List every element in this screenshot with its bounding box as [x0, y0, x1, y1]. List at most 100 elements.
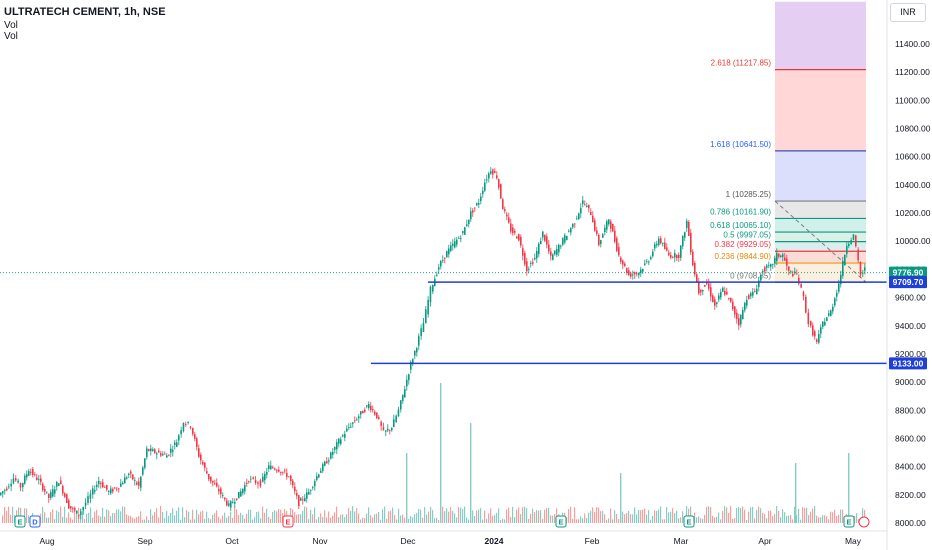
candle	[276, 470, 278, 472]
candle	[652, 251, 654, 257]
volume-bar	[660, 506, 662, 523]
volume-bar	[252, 519, 254, 523]
candle	[846, 245, 848, 255]
candle	[800, 283, 802, 288]
candle	[393, 419, 395, 428]
volume-bar	[466, 517, 468, 523]
candle	[514, 230, 516, 233]
candle	[859, 262, 862, 275]
volume-bar	[24, 508, 26, 523]
volume-bar	[804, 507, 806, 523]
candle	[566, 235, 568, 241]
volume-bar	[54, 519, 56, 523]
volume-bar	[604, 514, 606, 523]
volume-indicator-label-2[interactable]: Vol	[4, 31, 18, 42]
candle	[328, 460, 330, 462]
candle	[642, 269, 644, 272]
candle	[596, 230, 598, 234]
volume-bar	[795, 463, 797, 523]
volume-bar	[672, 507, 674, 523]
currency-selector[interactable]: INR	[890, 3, 926, 22]
volume-bar	[334, 512, 336, 523]
volume-bar	[216, 510, 218, 523]
volume-bar	[320, 513, 322, 523]
volume-bar	[702, 518, 704, 523]
volume-bar	[548, 507, 550, 523]
volume-indicator-label[interactable]: Vol	[4, 20, 18, 31]
volume-bar	[432, 510, 434, 523]
price-axis-tick-label: 8800.00	[895, 405, 926, 415]
volume-bar	[358, 513, 360, 523]
candle	[684, 232, 686, 238]
time-axis-tick-label: Feb	[585, 536, 600, 546]
candle	[460, 238, 462, 239]
volume-bar	[810, 511, 812, 523]
volume-bar	[128, 515, 130, 523]
volume-bar	[588, 512, 590, 523]
candle	[798, 277, 800, 284]
candle	[488, 173, 490, 179]
volume-bar	[490, 508, 492, 523]
volume-bar	[40, 513, 42, 523]
candle	[306, 492, 308, 499]
candle	[790, 271, 792, 273]
candle	[706, 283, 708, 284]
volume-bar	[42, 506, 44, 523]
candle	[768, 265, 770, 266]
volume-bar	[58, 511, 60, 523]
time-axis-tick-label: Mar	[674, 536, 689, 546]
candle	[148, 449, 150, 451]
volume-bar	[862, 508, 864, 523]
volume-bar	[220, 519, 222, 523]
volume-bar	[322, 517, 324, 523]
candle	[486, 179, 488, 181]
volume-bar	[60, 506, 62, 523]
volume-bar	[290, 507, 292, 523]
candle	[782, 254, 784, 257]
volume-bar	[752, 506, 754, 523]
volume-bar	[446, 508, 448, 523]
candle	[132, 474, 134, 480]
candle	[280, 471, 282, 473]
volume-bar	[400, 515, 402, 523]
candle	[468, 219, 470, 225]
volume-bar	[424, 507, 426, 523]
volume-bar	[316, 519, 318, 523]
volume-bar	[212, 514, 214, 523]
candle	[308, 491, 310, 495]
candle	[694, 263, 696, 275]
candle	[580, 207, 582, 214]
candle	[236, 498, 238, 500]
volume-bar	[238, 515, 240, 523]
volume-bar	[766, 518, 768, 523]
candle	[222, 495, 224, 496]
volume-bar	[28, 515, 30, 523]
candle	[576, 218, 578, 220]
candle	[162, 454, 164, 456]
fib-zone	[775, 201, 866, 219]
volume-bar	[510, 516, 512, 523]
volume-bar	[84, 519, 86, 523]
candle	[720, 291, 722, 298]
volume-bar	[202, 510, 204, 523]
volume-bar	[578, 519, 580, 523]
volume-bar	[222, 515, 224, 523]
candle	[427, 299, 429, 315]
fib-level-label: 0 (9708.85)	[730, 271, 771, 280]
volume-bar	[130, 515, 132, 523]
candle	[324, 461, 326, 466]
candle	[660, 238, 662, 244]
candle	[664, 242, 666, 249]
volume-bar	[494, 515, 496, 523]
volume-bar	[104, 516, 106, 523]
candle	[674, 252, 676, 258]
volume-bar	[790, 515, 792, 523]
candle	[432, 285, 434, 292]
volume-bar	[566, 517, 568, 523]
candle	[628, 270, 630, 276]
volume-bar	[792, 519, 794, 523]
candle	[48, 493, 50, 498]
candle	[614, 230, 616, 242]
volume-bar	[814, 506, 816, 523]
